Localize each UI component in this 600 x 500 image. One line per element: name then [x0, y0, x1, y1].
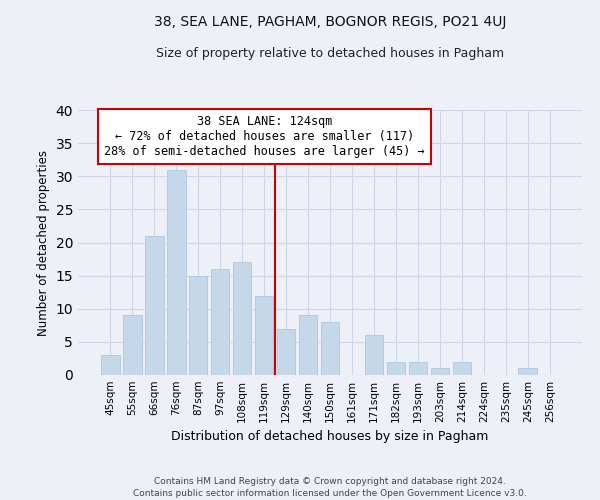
Bar — [431, 368, 449, 375]
Bar — [167, 170, 185, 375]
Bar — [255, 296, 274, 375]
Y-axis label: Number of detached properties: Number of detached properties — [37, 150, 50, 336]
Bar — [211, 269, 229, 375]
Bar — [101, 355, 119, 375]
Bar — [123, 316, 142, 375]
Bar — [233, 262, 251, 375]
Text: Size of property relative to detached houses in Pagham: Size of property relative to detached ho… — [156, 48, 504, 60]
Bar — [299, 316, 317, 375]
Text: 38, SEA LANE, PAGHAM, BOGNOR REGIS, PO21 4UJ: 38, SEA LANE, PAGHAM, BOGNOR REGIS, PO21… — [154, 15, 506, 29]
Bar — [320, 322, 340, 375]
Text: Contains HM Land Registry data © Crown copyright and database right 2024.: Contains HM Land Registry data © Crown c… — [154, 478, 506, 486]
Bar — [145, 236, 164, 375]
Bar — [409, 362, 427, 375]
Bar — [365, 335, 383, 375]
X-axis label: Distribution of detached houses by size in Pagham: Distribution of detached houses by size … — [172, 430, 488, 444]
Bar — [452, 362, 471, 375]
Bar — [189, 276, 208, 375]
Bar — [277, 328, 295, 375]
Bar — [386, 362, 405, 375]
Text: Contains public sector information licensed under the Open Government Licence v3: Contains public sector information licen… — [133, 489, 527, 498]
Bar — [518, 368, 537, 375]
Text: 38 SEA LANE: 124sqm
← 72% of detached houses are smaller (117)
28% of semi-detac: 38 SEA LANE: 124sqm ← 72% of detached ho… — [104, 116, 425, 158]
